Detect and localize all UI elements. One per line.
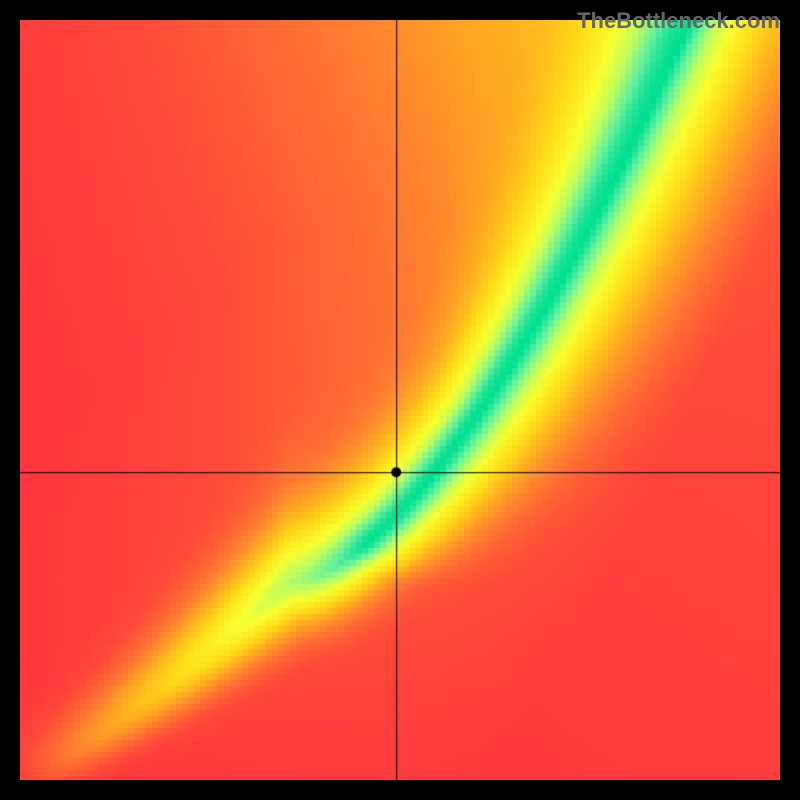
- chart-container: TheBottleneck.com: [0, 0, 800, 800]
- bottleneck-heatmap: [20, 20, 780, 780]
- watermark-text: TheBottleneck.com: [577, 8, 780, 34]
